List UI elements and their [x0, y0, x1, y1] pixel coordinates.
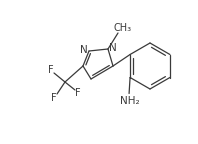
Text: CH₃: CH₃ — [114, 23, 132, 33]
Text: F: F — [75, 88, 81, 98]
Text: NH₂: NH₂ — [120, 95, 140, 106]
Text: N: N — [109, 43, 117, 53]
Text: N: N — [80, 45, 88, 55]
Text: F: F — [48, 65, 54, 75]
Text: F: F — [51, 93, 57, 103]
